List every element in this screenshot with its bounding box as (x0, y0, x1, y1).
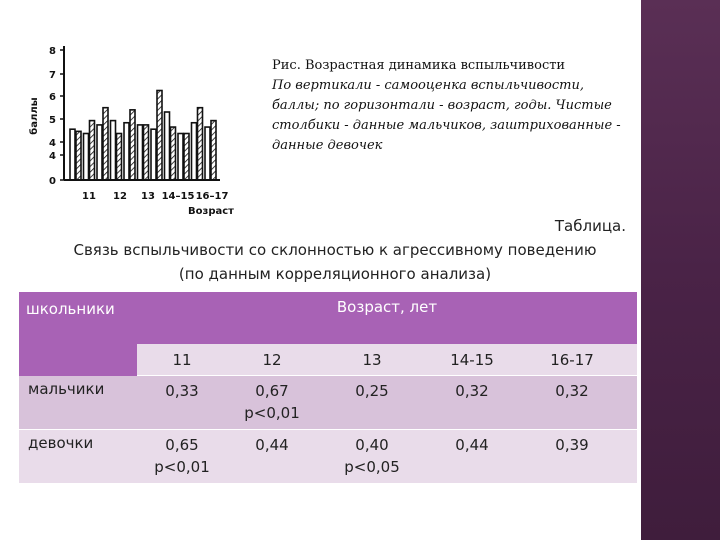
figure-caption: Рис. Возрастная динамика вспыльчивости П… (272, 56, 632, 156)
y-tick-label: 5 (49, 115, 56, 126)
bar-boys (96, 124, 103, 181)
x-tick-label: 13 (141, 191, 155, 202)
boys-row-band (19, 376, 637, 430)
bar-boys (204, 126, 211, 181)
age-row-band (137, 344, 637, 376)
bar-girls (169, 126, 177, 181)
bar-girls (142, 124, 150, 181)
value-cell: 0,33 (165, 382, 199, 400)
bar-boys (150, 128, 157, 181)
header-school-label: школьники (26, 300, 115, 318)
age-header-cell: 13 (362, 351, 382, 369)
x-axis-label: Возраст (188, 206, 234, 217)
side-decoration (641, 0, 720, 540)
bar-boys (109, 119, 117, 181)
age-header-cell: 12 (262, 351, 282, 369)
age-header-cell: 11 (172, 351, 192, 369)
row-label: девочки (28, 434, 94, 452)
bar-girls (196, 106, 204, 181)
bar-girls (88, 119, 96, 181)
value-cell: 0,67 p<0,01 (244, 382, 300, 422)
bar-boys (177, 132, 184, 181)
caption-body: По вертикали - самооценка вспыльчивости,… (272, 78, 621, 153)
table-label: Таблица. (554, 217, 626, 235)
header-school-cell: школьники (19, 292, 137, 376)
x-tick-label: 14–15 (162, 191, 195, 202)
y-tick-label: 4 (49, 138, 56, 149)
bar-girls (183, 132, 190, 181)
table-title: Связь вспыльчивости со склонностью к агр… (30, 238, 640, 286)
x-tick-label: 11 (82, 191, 96, 202)
bar-boys (123, 121, 130, 181)
girls-row-band (19, 430, 637, 484)
bar-girls (115, 132, 123, 181)
row-divider (137, 375, 637, 376)
bar-boys (190, 121, 198, 181)
bar-boys (136, 124, 144, 181)
y-tick-label: 7 (49, 70, 56, 81)
row-label: мальчики (28, 380, 105, 398)
side-divider (637, 0, 640, 540)
value-cell: 0,39 (555, 436, 589, 454)
bar-girls (75, 130, 82, 181)
row-divider (19, 429, 637, 430)
bar-chart-figure: баллы 0 4 4 5 6 7 8 11 12 13 14–15 16–17 Возраст (28, 46, 234, 217)
header-age-label: Возраст, лет (336, 298, 438, 316)
bar-boys (82, 132, 90, 181)
row-divider (19, 483, 637, 484)
y-tick-label: 4 (49, 151, 56, 162)
age-header-cell: 16-17 (550, 351, 594, 369)
bar-girls (210, 119, 217, 181)
value-cell: 0,44 (255, 436, 289, 454)
y-axis-label: баллы (28, 97, 40, 134)
value-cell: 0,40 p<0,05 (344, 436, 400, 476)
x-tick-label: 16–17 (196, 191, 229, 202)
age-header-cell: 14-15 (450, 351, 494, 369)
value-cell: 0,32 (455, 382, 489, 400)
table-title-line1: Связь вспыльчивости со склонностью к агр… (73, 241, 597, 259)
x-tick-label: 12 (113, 191, 127, 202)
bar-girls (129, 109, 136, 181)
value-cell: 0,65 p<0,01 (154, 436, 210, 476)
y-tick-label: 6 (49, 92, 56, 103)
table-title-line2: (по данным корреляционного анализа) (178, 265, 492, 283)
y-tick-label: 8 (49, 46, 56, 57)
y-tick-label: 0 (49, 176, 56, 187)
bar-girls (156, 89, 163, 181)
value-cell: 0,32 (555, 382, 589, 400)
bar-boys (163, 111, 171, 181)
value-cell: 0,44 (455, 436, 489, 454)
bar-boys (69, 128, 76, 181)
caption-title: Рис. Возрастная динамика вспыльчивости (272, 58, 566, 73)
value-cell: 0,25 (355, 382, 389, 400)
bar-girls (102, 106, 109, 181)
